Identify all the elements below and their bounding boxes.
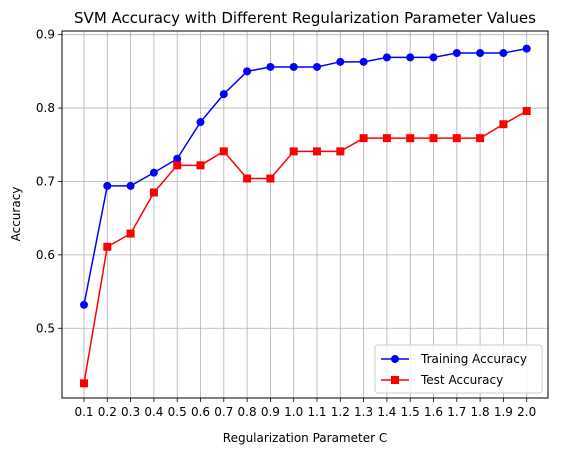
data-point bbox=[499, 120, 508, 129]
data-point bbox=[196, 161, 205, 170]
data-point bbox=[452, 49, 461, 58]
legend-entry-training: Training Accuracy bbox=[381, 352, 527, 366]
x-tick-label: 1.3 bbox=[354, 405, 373, 419]
data-point bbox=[80, 379, 88, 388]
y-tick-label: 0.5 bbox=[36, 321, 55, 335]
plot-area-frame bbox=[61, 30, 549, 399]
data-point bbox=[266, 174, 275, 183]
data-point bbox=[522, 44, 531, 53]
data-point bbox=[149, 168, 158, 177]
legend-marker-test bbox=[391, 376, 399, 384]
data-point bbox=[266, 62, 275, 71]
data-point bbox=[80, 300, 88, 309]
legend-label-test: Test Accuracy bbox=[420, 373, 503, 387]
data-point bbox=[243, 174, 252, 183]
data-point bbox=[429, 134, 438, 143]
data-point bbox=[452, 134, 461, 143]
grid bbox=[62, 31, 548, 398]
x-tick-label: 1.5 bbox=[401, 405, 420, 419]
x-tick-label: 0.9 bbox=[261, 405, 280, 419]
x-tick-label: 0.4 bbox=[144, 405, 163, 419]
legend-marker-training bbox=[391, 355, 399, 363]
x-tick-label: 1.4 bbox=[377, 405, 396, 419]
data-point bbox=[289, 147, 298, 156]
y-tick-label: 0.6 bbox=[36, 248, 55, 262]
series-training bbox=[80, 44, 531, 309]
x-tick-label: 1.6 bbox=[424, 405, 443, 419]
data-point bbox=[313, 62, 321, 71]
chart-title: SVM Accuracy with Different Regularizati… bbox=[74, 9, 536, 27]
x-tick-label: 0.6 bbox=[191, 405, 210, 419]
legend: Training Accuracy Test Accuracy bbox=[374, 344, 543, 394]
data-point bbox=[359, 57, 368, 66]
data-point bbox=[382, 134, 391, 143]
data-point bbox=[359, 134, 368, 143]
data-point bbox=[476, 134, 485, 143]
data-point bbox=[219, 90, 228, 99]
x-tick-label: 0.1 bbox=[74, 405, 93, 419]
data-point bbox=[476, 49, 485, 58]
y-axis-label: Accuracy bbox=[9, 187, 23, 242]
legend-label-training: Training Accuracy bbox=[420, 352, 527, 366]
data-point bbox=[406, 53, 415, 62]
data-point bbox=[126, 181, 135, 190]
x-tick-label: 0.3 bbox=[121, 405, 140, 419]
x-axis-label: Regularization Parameter C bbox=[223, 431, 387, 445]
x-tick-label: 1.2 bbox=[331, 405, 350, 419]
data-point bbox=[219, 147, 228, 156]
data-point bbox=[382, 53, 391, 62]
x-tick-label: 0.7 bbox=[214, 405, 233, 419]
data-point bbox=[243, 67, 252, 76]
data-point bbox=[173, 161, 182, 170]
y-tick-label: 0.9 bbox=[36, 28, 55, 42]
x-tick-label: 1.0 bbox=[284, 405, 303, 419]
series-test bbox=[80, 107, 531, 388]
data-point bbox=[196, 118, 205, 127]
x-tick-label: 2.0 bbox=[517, 405, 536, 419]
data-point bbox=[499, 49, 508, 58]
y-tick-label: 0.7 bbox=[36, 174, 55, 188]
data-point bbox=[173, 154, 182, 163]
data-point bbox=[406, 134, 415, 143]
data-point bbox=[103, 181, 112, 190]
y-axis: 0.5 0.6 0.7 0.8 0.9 bbox=[36, 28, 62, 335]
x-tick-label: 0.2 bbox=[98, 405, 117, 419]
data-point bbox=[429, 53, 438, 62]
x-axis: 0.1 0.2 0.3 0.4 0.5 0.6 0.7 0.8 0.9 1.0 1.1 1.2 1.3 1… bbox=[74, 398, 536, 419]
x-tick-label: 1.7 bbox=[447, 405, 466, 419]
x-tick-label: 1.8 bbox=[471, 405, 490, 419]
legend-entry-test: Test Accuracy bbox=[381, 373, 503, 387]
data-point bbox=[149, 188, 158, 197]
data-point bbox=[336, 57, 345, 66]
data-point bbox=[126, 229, 135, 238]
x-tick-label: 1.9 bbox=[494, 405, 513, 419]
data-point bbox=[103, 242, 112, 251]
series-layer bbox=[80, 44, 531, 388]
data-point bbox=[313, 147, 321, 156]
data-point bbox=[336, 147, 345, 156]
x-tick-label: 0.5 bbox=[168, 405, 187, 419]
legend-box bbox=[374, 344, 543, 394]
x-tick-label: 1.1 bbox=[307, 405, 326, 419]
data-point bbox=[522, 107, 531, 116]
y-tick-label: 0.8 bbox=[36, 101, 55, 115]
x-tick-label: 0.8 bbox=[238, 405, 257, 419]
data-point bbox=[289, 62, 298, 71]
